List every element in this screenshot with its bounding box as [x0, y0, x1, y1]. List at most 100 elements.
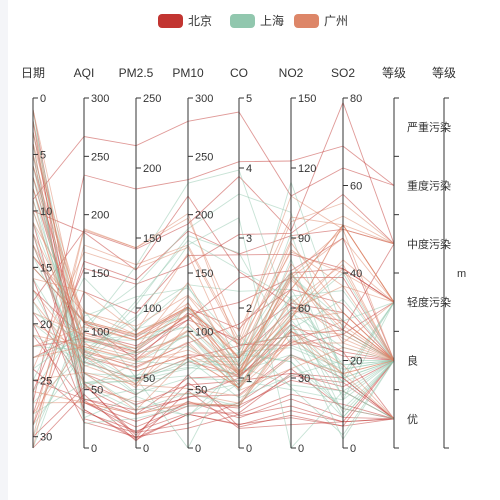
series-line [32, 330, 395, 438]
tick-label: 4 [246, 163, 252, 175]
axis-name: AQI [74, 66, 95, 80]
series-line [32, 295, 395, 392]
series-line [32, 193, 395, 392]
tick-label: 50 [143, 373, 155, 385]
axis-name: NO2 [279, 66, 304, 80]
legend-swatch [294, 14, 319, 28]
series-line [32, 334, 395, 428]
tick-label: 300 [195, 93, 213, 105]
series-line [32, 285, 395, 389]
series-3 [32, 109, 395, 449]
tick-label: 2 [246, 303, 252, 315]
tick-label: 0 [91, 443, 97, 455]
legend: 北京 上海 广州 [158, 13, 348, 28]
series-line [32, 311, 395, 390]
tick-label: 50 [195, 385, 207, 397]
tick-label: 10 [40, 206, 52, 218]
series-line [32, 154, 395, 420]
series-line [32, 188, 395, 372]
tick-label: 40 [350, 268, 362, 280]
tick-label: 20 [40, 319, 52, 331]
tick-label: 3 [246, 233, 252, 245]
legend-item[interactable]: 北京 [158, 14, 212, 28]
axis[interactable]: NO2 0 30 60 90 120 150 [279, 66, 317, 455]
tick-label: 80 [350, 93, 362, 105]
axis[interactable]: 日期 0 5 10 15 20 25 30 [21, 66, 52, 448]
series-line [32, 287, 395, 392]
axis[interactable]: AQI 0 50 100 150 200 250 300 [74, 66, 110, 455]
category-label: 严重污染 [407, 120, 451, 134]
chart-root: 北京 上海 广州 日期 0 5 10 15 20 25 30 AQI 0 50 100 150 200 250 3… [8, 0, 500, 500]
category-label: 轻度污染 [407, 295, 451, 309]
category-label: 重度污染 [407, 179, 451, 193]
tick-label: 5 [246, 93, 252, 105]
legend-swatch [158, 14, 183, 28]
tick-label: 0 [195, 443, 201, 455]
axis[interactable]: PM10 0 50 100 150 200 250 300 [172, 66, 213, 455]
axis[interactable]: SO2 0 20 40 60 80 [331, 66, 362, 455]
legend-swatch [230, 14, 255, 28]
series-line [32, 202, 395, 370]
axis-name: 日期 [21, 66, 45, 80]
tick-label: 200 [195, 210, 213, 222]
axis-name: CO [230, 66, 248, 80]
tick-label: 0 [143, 443, 149, 455]
tick-label: 30 [40, 432, 52, 444]
axis[interactable]: 等级优 良 轻度污染 中度污染 重度污染 严重污染 [382, 66, 451, 449]
series-line [32, 199, 395, 404]
series-line [32, 312, 395, 406]
tick-label: 200 [143, 163, 161, 175]
tick-label: 150 [91, 268, 109, 280]
category-label: 良 [407, 354, 418, 368]
tick-label: 30 [298, 373, 310, 385]
series-lines [32, 101, 395, 449]
series-line [32, 244, 395, 367]
parallel-axes: 日期051015202530AQI050100150200250300PM2.5… [21, 66, 466, 455]
tick-label: 25 [40, 375, 52, 387]
series-line [32, 237, 395, 373]
tick-label: 100 [91, 326, 109, 338]
tick-label: 120 [298, 163, 316, 175]
axis-name: SO2 [331, 66, 355, 80]
series-line [32, 176, 395, 374]
series-line [32, 228, 395, 415]
category-label: 优 [407, 413, 418, 426]
axis-name: PM10 [172, 66, 204, 80]
axis[interactable]: PM2.5 0 50 100 150 200 250 [119, 66, 162, 455]
legend-item[interactable]: 广州 [294, 14, 348, 28]
parallel-chart: 北京 上海 广州 日期051015202530AQI0501001502002503… [21, 13, 466, 455]
tick-label: 0 [350, 443, 356, 455]
tick-label: 250 [143, 93, 161, 105]
tick-label: 100 [195, 326, 213, 338]
series-line [32, 390, 395, 449]
legend-label: 广州 [324, 14, 348, 28]
series-line [32, 269, 395, 449]
tick-label: 200 [91, 210, 109, 222]
series-line [32, 279, 395, 379]
axis-name: PM2.5 [119, 66, 154, 80]
axis[interactable]: 等级 m [432, 66, 466, 449]
axis[interactable]: CO 0 1 2 3 4 5 [230, 66, 252, 455]
series-line [32, 356, 395, 397]
series-line [32, 249, 395, 358]
tick-label: 250 [91, 151, 109, 163]
series-line [32, 298, 395, 389]
series-line [32, 109, 395, 420]
series-line [32, 233, 395, 389]
tick-label: 15 [40, 262, 52, 274]
series-line [32, 188, 395, 389]
tick-label: 1 [246, 373, 252, 385]
tick-label: 0 [298, 443, 304, 455]
tick-label: 100 [143, 303, 161, 315]
series-line [32, 284, 395, 370]
axis-name: 等级 [382, 66, 406, 80]
series-line [32, 195, 395, 437]
axis-name: 等级 [432, 66, 456, 80]
tick-label: 150 [298, 93, 316, 105]
series-line [32, 262, 395, 415]
series-line [32, 195, 395, 331]
tick-label: 0 [40, 93, 46, 105]
legend-item[interactable]: 上海 [230, 13, 284, 28]
tick-label: 150 [143, 233, 161, 245]
tick-label: 90 [298, 233, 310, 245]
